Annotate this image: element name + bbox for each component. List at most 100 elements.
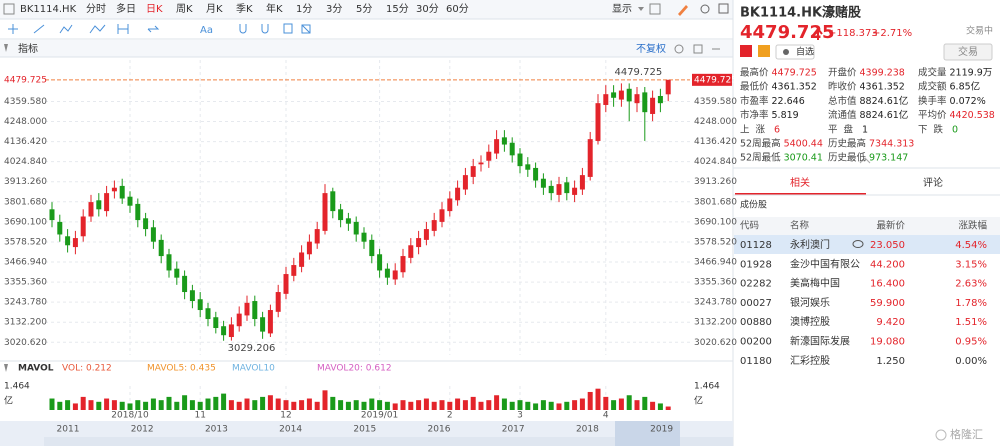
- volume-bar: [338, 400, 344, 410]
- stat-value: 3070.41: [784, 153, 823, 164]
- candle-body: [470, 166, 476, 177]
- trade-status: 交易中: [966, 25, 993, 37]
- period-tab[interactable]: 5分: [356, 3, 372, 15]
- stat-value: 6.85亿: [950, 81, 981, 93]
- stat-label: 历史最低: [828, 152, 867, 164]
- toggle[interactable]: [649, 3, 661, 15]
- volume-bar: [447, 401, 453, 410]
- table-cell[interactable]: 0.00%: [955, 356, 987, 367]
- period-tab[interactable]: 月K: [206, 3, 223, 15]
- y-tick-label-right: 4136.420: [694, 137, 737, 147]
- table-cell[interactable]: 01180: [740, 356, 772, 367]
- table-cell[interactable]: 1.51%: [955, 317, 987, 328]
- volume-bar: [494, 395, 500, 410]
- table-cell[interactable]: 44.200: [870, 259, 905, 270]
- edit-icon[interactable]: [678, 5, 688, 16]
- period-tab[interactable]: 分时: [86, 3, 106, 15]
- table-cell[interactable]: 2.63%: [955, 279, 987, 290]
- table-cell[interactable]: 23.050: [870, 240, 905, 251]
- tab-related[interactable]: 相关: [790, 176, 810, 189]
- stat-label: 昨收价: [828, 81, 857, 93]
- volume-bar: [158, 400, 164, 410]
- period-tab[interactable]: 季K: [236, 3, 253, 15]
- selected-row[interactable]: [734, 235, 1000, 254]
- price-line-tag: [692, 73, 732, 86]
- stat-value: 5400.44: [784, 139, 823, 150]
- volume-bar: [650, 401, 656, 410]
- trade-button[interactable]: [943, 43, 993, 61]
- volume-bar: [572, 400, 578, 410]
- volume-bar: [431, 401, 437, 410]
- display-menu[interactable]: 显示: [612, 3, 632, 15]
- watch-button[interactable]: [775, 44, 815, 60]
- drawing-tools[interactable]: [8, 23, 311, 34]
- table-cell[interactable]: 永利澳门: [790, 238, 830, 251]
- period-tab[interactable]: 周K: [176, 3, 193, 15]
- table-cell[interactable]: 新濠国际发展: [790, 335, 850, 348]
- tab-comments[interactable]: 评论: [923, 176, 943, 189]
- table-cell[interactable]: 美高梅中国: [790, 277, 840, 290]
- stat-value: 7344.313: [869, 139, 914, 150]
- candle-body: [119, 185, 125, 199]
- table-cell[interactable]: 汇彩控股: [790, 354, 830, 367]
- candle-body: [548, 185, 554, 194]
- table-cell[interactable]: 01928: [740, 259, 772, 270]
- candle-body: [236, 313, 242, 327]
- table-cell[interactable]: 59.900: [870, 298, 905, 309]
- symbol: BK1114.HK: [20, 4, 77, 15]
- volume-bar: [119, 401, 125, 410]
- reset-icon[interactable]: [674, 44, 684, 54]
- table-cell[interactable]: 1.78%: [955, 298, 987, 309]
- period-tab[interactable]: 年K: [266, 2, 283, 15]
- period-tab[interactable]: 1分: [296, 3, 312, 15]
- table-cell[interactable]: 9.420: [876, 317, 905, 328]
- x-tick-label: 2018/10: [111, 411, 149, 421]
- candle-body: [431, 220, 437, 231]
- table-cell[interactable]: 3.15%: [955, 259, 987, 270]
- settings-icon[interactable]: [700, 4, 710, 14]
- table-cell[interactable]: 00880: [740, 317, 772, 328]
- table-cell[interactable]: 00027: [740, 298, 772, 309]
- y-tick-label-right: 3690.100: [694, 217, 737, 227]
- candle-body: [80, 216, 86, 237]
- table-cell[interactable]: 16.400: [870, 279, 905, 290]
- period-tab[interactable]: 日K: [146, 4, 163, 15]
- table-cell[interactable]: 19.080: [870, 337, 905, 348]
- y-tick-label: 3578.520: [4, 237, 47, 247]
- volume-bar: [213, 396, 219, 410]
- table-cell[interactable]: 1.250: [876, 356, 905, 367]
- window-icon[interactable]: [718, 3, 729, 14]
- x-tick-label: 2: [447, 411, 453, 421]
- table-cell[interactable]: 4.54%: [955, 240, 987, 251]
- adjust-button[interactable]: 不复权: [636, 42, 666, 55]
- volume-bar: [564, 401, 570, 410]
- table-cell[interactable]: 02282: [740, 279, 772, 290]
- watermark: 格隆汇: [950, 427, 983, 441]
- y-tick-label: 4136.420: [4, 137, 47, 147]
- stat-value: 1: [862, 124, 868, 135]
- period-tab[interactable]: 15分: [386, 3, 409, 15]
- stat-label: 最低价: [740, 81, 769, 93]
- period-tab[interactable]: 30分: [416, 3, 439, 15]
- table-cell[interactable]: 银河娱乐: [790, 296, 830, 309]
- expand-icon[interactable]: [693, 44, 703, 54]
- candle-body: [143, 218, 149, 230]
- stat-value: 8824.61亿: [860, 109, 909, 121]
- check-box[interactable]: [3, 3, 15, 15]
- table-cell[interactable]: 澳博控股: [790, 315, 830, 328]
- table-cell[interactable]: 金沙中国有限公: [790, 257, 860, 270]
- period-tab[interactable]: 多日: [116, 2, 136, 15]
- collapse-chevron[interactable]: [859, 157, 871, 164]
- candle-body: [72, 238, 78, 248]
- volume-bar: [556, 403, 562, 410]
- period-tab[interactable]: 3分: [326, 3, 342, 15]
- text-tool[interactable]: Aa: [200, 25, 213, 36]
- timeline-year: 2014: [279, 425, 302, 435]
- timeline-window[interactable]: [615, 421, 680, 446]
- eye-icon[interactable]: [852, 240, 864, 248]
- table-cell[interactable]: 01128: [740, 240, 772, 251]
- volume-bar: [509, 401, 515, 410]
- period-tab[interactable]: 60分: [446, 3, 469, 15]
- table-cell[interactable]: 00200: [740, 337, 772, 348]
- table-cell[interactable]: 0.95%: [955, 337, 987, 348]
